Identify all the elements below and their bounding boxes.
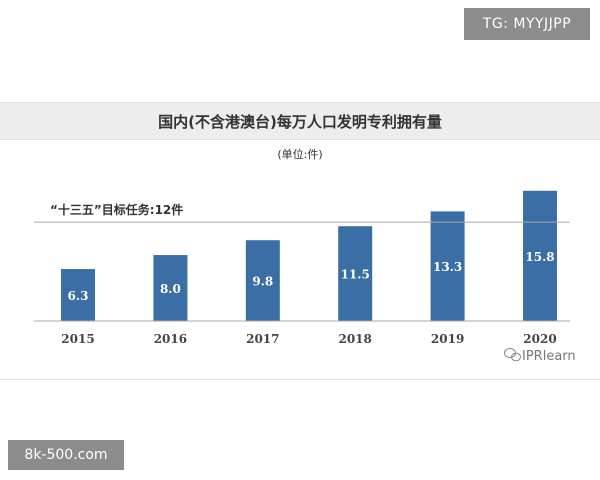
bars-layer: 6.3 8.0 9.8 11.5 13.3 15.8: [61, 190, 557, 321]
x-tick-label: 2020: [523, 332, 556, 346]
bar-value-label: 9.8: [252, 275, 273, 289]
target-reference-label: “十三五”目标任务:12件: [50, 202, 183, 217]
chart-card: 国内(不含港澳台)每万人口发明专利拥有量 (单位:件) 6.3 8.0 9.8 11.…: [0, 102, 600, 380]
watermark-site-badge: 8k-500.com: [8, 440, 124, 470]
bar-2020: [523, 190, 557, 321]
watermark-logo-text: IPRlearn: [522, 349, 576, 364]
bar-value-label: 6.3: [68, 289, 89, 303]
bar-2019: [430, 211, 465, 321]
chart-subtitle: (单位:件): [277, 147, 322, 161]
chart-title: 国内(不含港澳台)每万人口发明专利拥有量: [158, 112, 442, 131]
bar-value-label: 13.3: [433, 260, 462, 274]
x-tick-label: 2019: [431, 332, 464, 346]
x-tick-label: 2017: [246, 332, 279, 346]
bar-2015: [61, 269, 95, 321]
chart-header: 国内(不含港澳台)每万人口发明专利拥有量: [0, 103, 600, 140]
bar-value-label: 11.5: [341, 268, 370, 282]
x-tick-label: 2018: [338, 332, 371, 346]
bar-value-label: 8.0: [160, 282, 181, 296]
x-tick-labels: 2015 2016 2017 2018 2019 2020: [61, 332, 556, 346]
x-tick-label: 2015: [61, 332, 94, 346]
bar-value-label: 15.8: [525, 250, 554, 264]
wechat-icon: [504, 348, 521, 362]
watermark-tg-badge: TG: MYYJJPP: [464, 8, 590, 40]
bar-chart: (单位:件) 6.3 8.0 9.8 11.5 13.3 15.8 “十三五”目标任务:1…: [34, 147, 576, 364]
bar-2018: [338, 226, 373, 321]
watermark-logo: IPRlearn: [504, 348, 576, 364]
bar-2017: [245, 240, 280, 321]
bar-2016: [153, 255, 188, 321]
x-tick-label: 2016: [154, 332, 187, 346]
